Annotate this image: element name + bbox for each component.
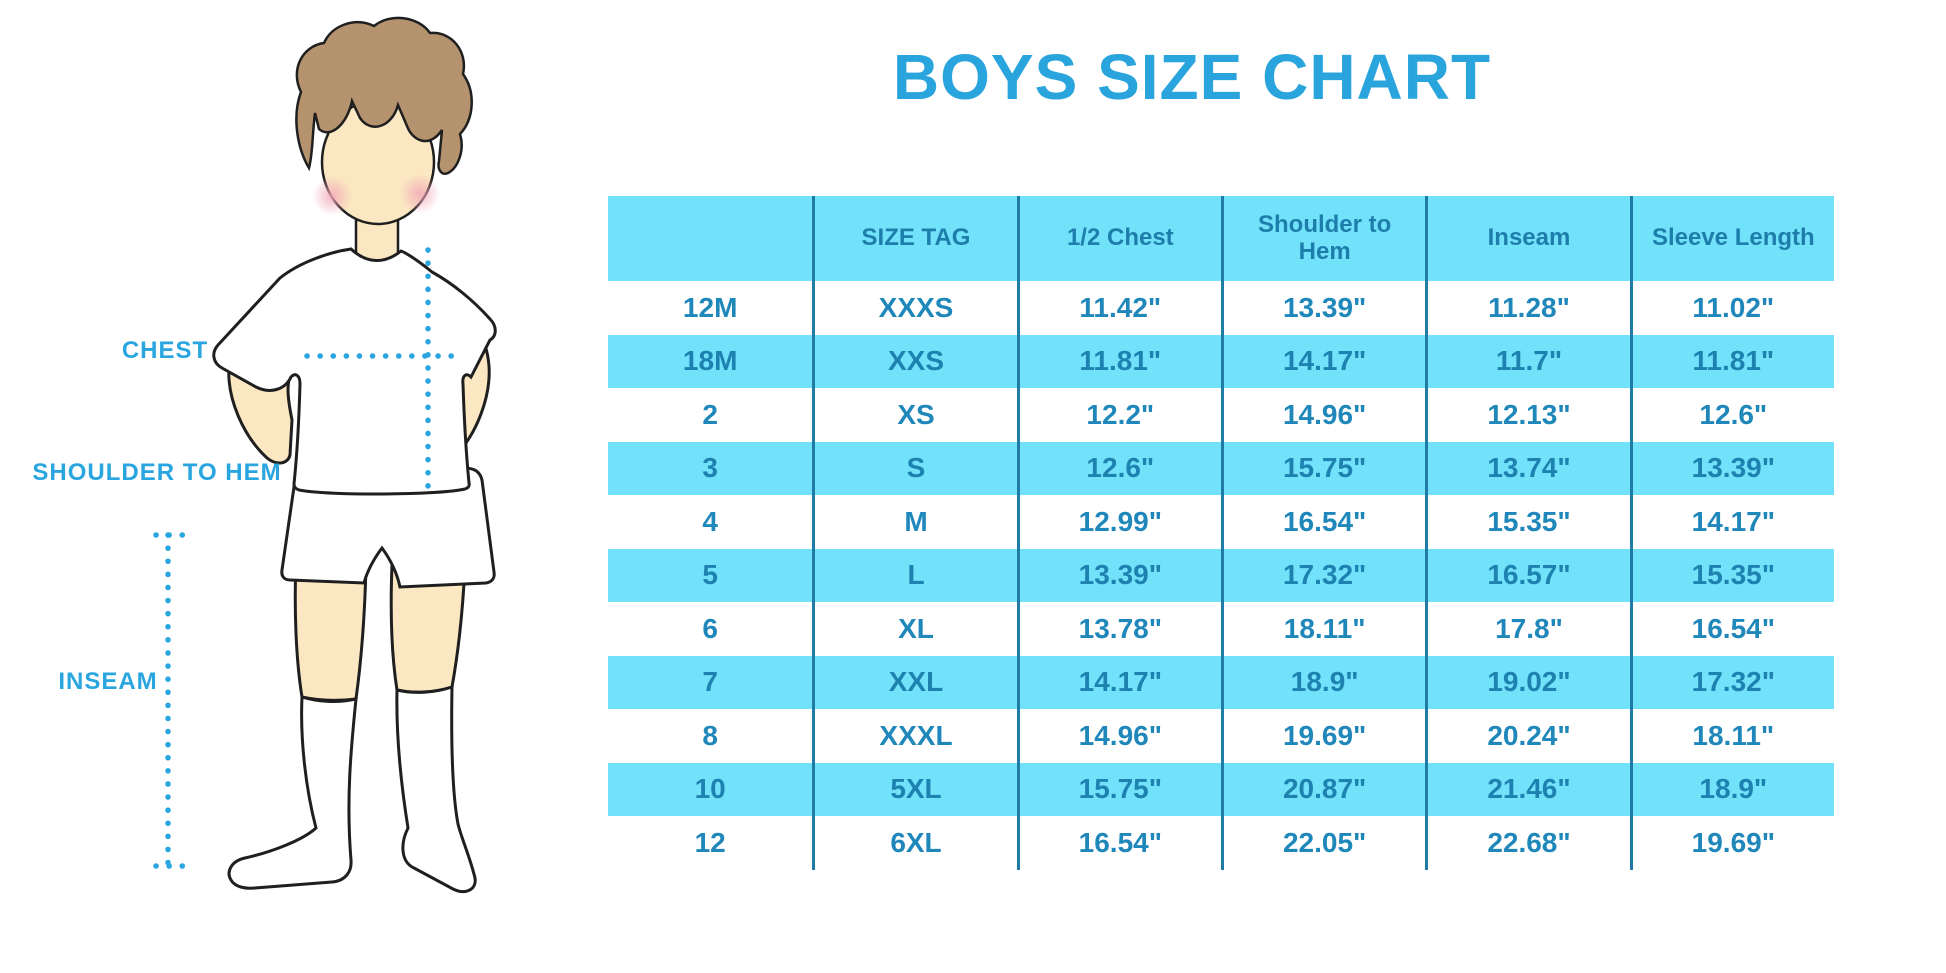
size-value-cell: 5XL bbox=[812, 762, 1017, 816]
size-value-cell: 16.54" bbox=[1629, 602, 1834, 656]
row-size-label: 3 bbox=[608, 441, 813, 495]
size-value-cell: 11.81" bbox=[1016, 334, 1221, 388]
size-value-cell: 19.69" bbox=[1220, 709, 1426, 763]
size-value-cell: 14.96" bbox=[1016, 709, 1221, 763]
size-value-cell: 12.6" bbox=[1016, 441, 1221, 495]
size-value-cell: 17.32" bbox=[1220, 548, 1426, 602]
t-shirt bbox=[212, 247, 497, 496]
row-size-label: 2 bbox=[608, 388, 813, 442]
size-value-cell: 18.11" bbox=[1629, 709, 1834, 763]
size-value-cell: 22.68" bbox=[1425, 816, 1630, 870]
size-value-cell: 13.78" bbox=[1016, 602, 1221, 656]
column-header-blank bbox=[608, 196, 813, 281]
left-sock bbox=[227, 694, 358, 890]
size-value-cell: 19.69" bbox=[1629, 816, 1834, 870]
size-value-cell: 17.32" bbox=[1629, 655, 1834, 709]
row-size-label: 7 bbox=[608, 655, 813, 709]
size-value-cell: 12.6" bbox=[1629, 388, 1834, 442]
shorts bbox=[280, 464, 496, 589]
row-size-label: 8 bbox=[608, 709, 813, 763]
size-value-cell: XS bbox=[812, 388, 1017, 442]
column-header-shoulder-to-hem: Shoulder to Hem bbox=[1220, 196, 1426, 281]
column-header-size-tag: SIZE TAG bbox=[812, 196, 1017, 281]
size-value-cell: 6XL bbox=[812, 816, 1017, 870]
size-value-cell: 18.9" bbox=[1220, 655, 1426, 709]
size-value-cell: 15.75" bbox=[1016, 762, 1221, 816]
shoulder-to-hem-label: SHOULDER TO HEM bbox=[32, 459, 282, 486]
size-value-cell: XXXL bbox=[812, 709, 1017, 763]
size-value-cell: 18.11" bbox=[1220, 602, 1426, 656]
row-size-label: 5 bbox=[608, 548, 813, 602]
size-value-cell: 18.9" bbox=[1629, 762, 1834, 816]
size-value-cell: 19.02" bbox=[1425, 655, 1630, 709]
size-value-cell: 14.17" bbox=[1016, 655, 1221, 709]
size-chart-table: SIZE TAG 1/2 Chest Shoulder to Hem Inseam Sl… bbox=[608, 196, 1834, 870]
hair bbox=[295, 16, 473, 175]
size-value-cell: 17.8" bbox=[1425, 602, 1630, 656]
size-value-cell: XXL bbox=[812, 655, 1017, 709]
row-size-label: 18M bbox=[608, 334, 813, 388]
size-value-cell: 11.28" bbox=[1425, 281, 1630, 335]
size-value-cell: XXS bbox=[812, 334, 1017, 388]
row-size-label: 12M bbox=[608, 281, 813, 335]
right-sock bbox=[395, 684, 477, 893]
size-value-cell: 13.39" bbox=[1629, 441, 1834, 495]
inseam-label: INSEAM bbox=[58, 668, 158, 695]
left-cheek bbox=[312, 176, 352, 216]
size-value-cell: 16.57" bbox=[1425, 548, 1630, 602]
figure-panel: CHEST SHOULDER TO HEM INSEAM bbox=[0, 0, 560, 973]
size-value-cell: 11.02" bbox=[1629, 281, 1834, 335]
size-value-cell: 22.05" bbox=[1220, 816, 1426, 870]
row-size-label: 10 bbox=[608, 762, 813, 816]
size-value-cell: 11.81" bbox=[1629, 334, 1834, 388]
size-value-cell: 14.17" bbox=[1629, 495, 1834, 549]
column-header-inseam: Inseam bbox=[1425, 196, 1630, 281]
size-value-cell: XXXS bbox=[812, 281, 1017, 335]
chest-label: CHEST bbox=[121, 337, 209, 364]
size-value-cell: 12.99" bbox=[1016, 495, 1221, 549]
size-value-cell: L bbox=[812, 548, 1017, 602]
size-value-cell: 15.75" bbox=[1220, 441, 1426, 495]
row-size-label: 12 bbox=[608, 816, 813, 870]
size-value-cell: 16.54" bbox=[1220, 495, 1426, 549]
size-value-cell: 13.74" bbox=[1425, 441, 1630, 495]
size-value-cell: 13.39" bbox=[1016, 548, 1221, 602]
size-value-cell: XL bbox=[812, 602, 1017, 656]
size-value-cell: 16.54" bbox=[1016, 816, 1221, 870]
size-value-cell: 21.46" bbox=[1425, 762, 1630, 816]
column-header-1-2-chest: 1/2 Chest bbox=[1016, 196, 1221, 281]
page-title: BOYS SIZE CHART bbox=[892, 41, 1492, 113]
size-value-cell: S bbox=[812, 441, 1017, 495]
size-value-cell: 12.2" bbox=[1016, 388, 1221, 442]
size-value-cell: 15.35" bbox=[1425, 495, 1630, 549]
boy-illustration bbox=[153, 16, 497, 893]
size-value-cell: 15.35" bbox=[1629, 548, 1834, 602]
size-value-cell: M bbox=[812, 495, 1017, 549]
size-value-cell: 14.96" bbox=[1220, 388, 1426, 442]
size-value-cell: 11.42" bbox=[1016, 281, 1221, 335]
right-cheek bbox=[400, 174, 440, 214]
size-value-cell: 11.7" bbox=[1425, 334, 1630, 388]
size-value-cell: 14.17" bbox=[1220, 334, 1426, 388]
row-size-label: 4 bbox=[608, 495, 813, 549]
size-value-cell: 12.13" bbox=[1425, 388, 1630, 442]
size-value-cell: 13.39" bbox=[1220, 281, 1426, 335]
size-value-cell: 20.24" bbox=[1425, 709, 1630, 763]
size-value-cell: 20.87" bbox=[1220, 762, 1426, 816]
column-header-sleeve-length: Sleeve Length bbox=[1629, 196, 1834, 281]
row-size-label: 6 bbox=[608, 602, 813, 656]
